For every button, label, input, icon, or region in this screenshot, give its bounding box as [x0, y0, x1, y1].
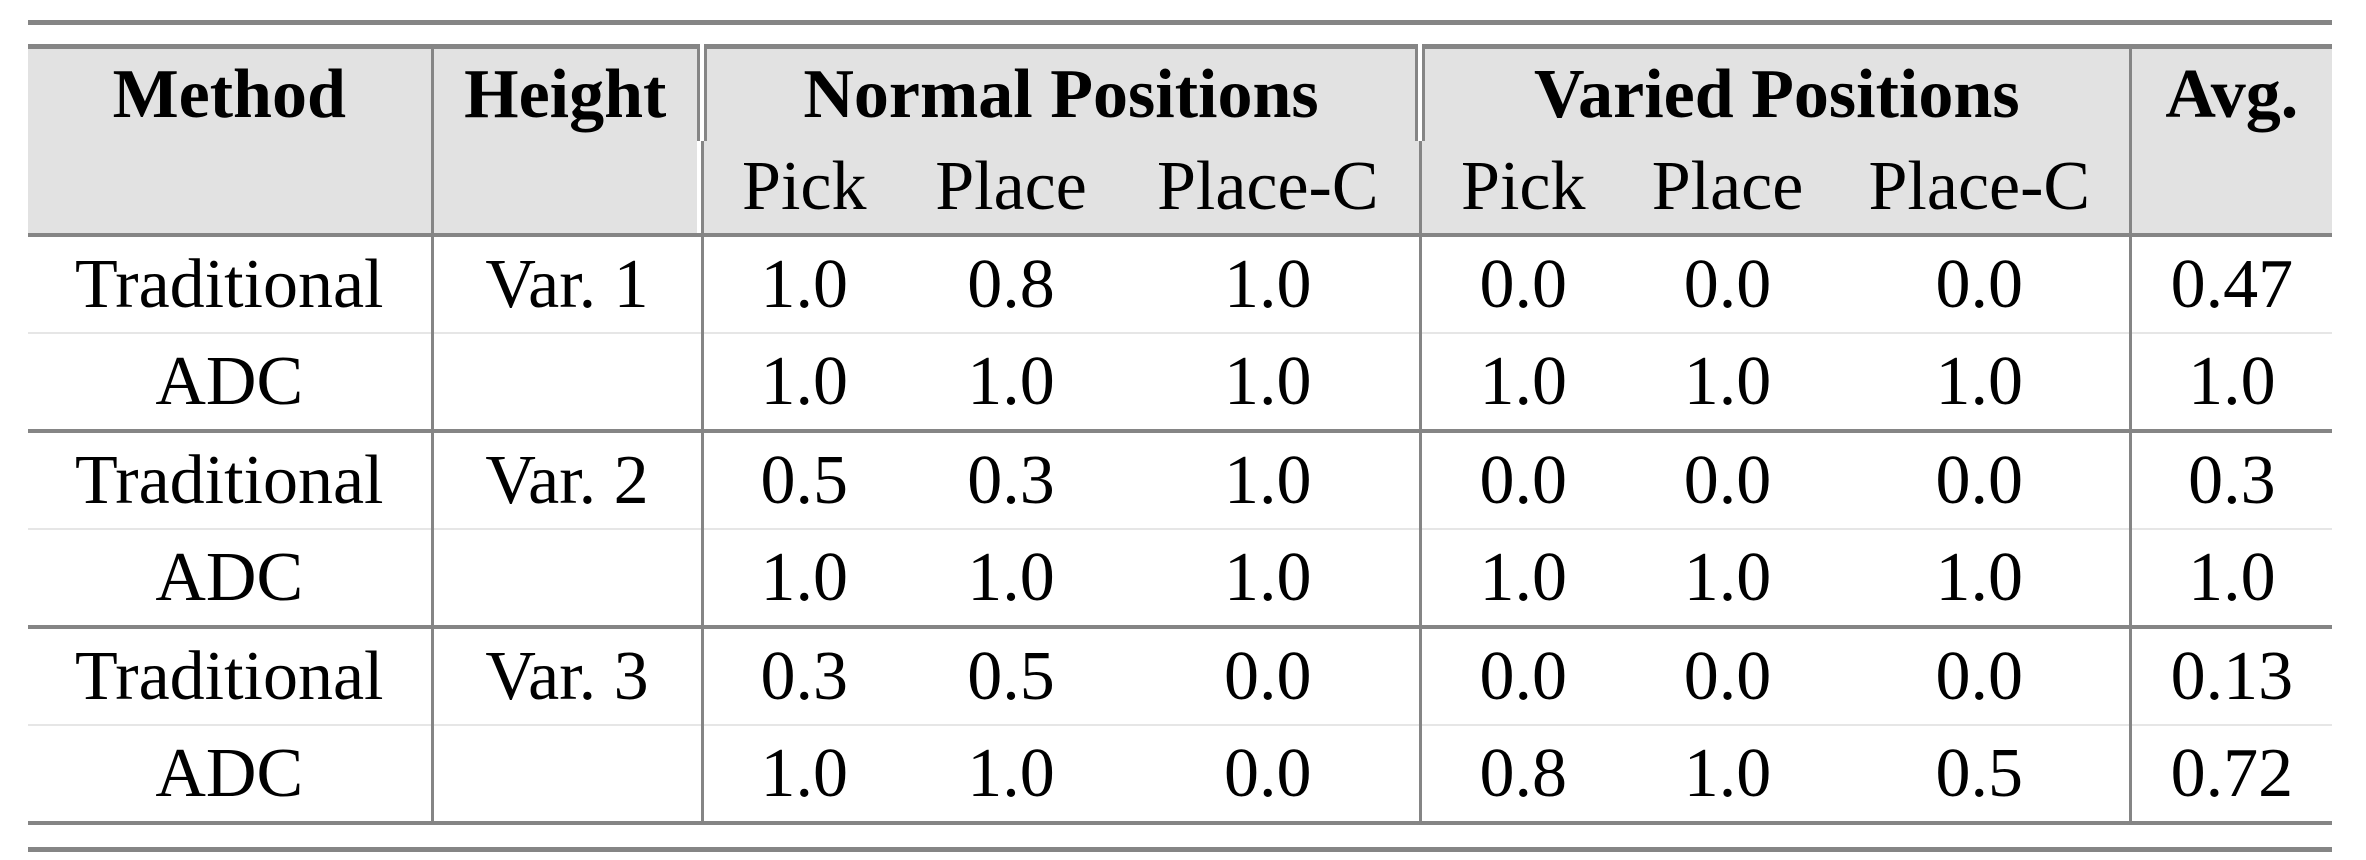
- method-cell: ADC: [28, 332, 432, 431]
- height-cell: [430, 724, 702, 823]
- value-cell: 1.0: [1418, 332, 1626, 431]
- method-cell: Traditional: [28, 429, 432, 529]
- avg-cell: 0.47: [2128, 233, 2333, 333]
- table-row: ADC 1.0 1.0 0.0 0.8 1.0 0.5 0.72: [28, 724, 2333, 823]
- results-table: Method Height Normal Positions Varied Po…: [28, 44, 2333, 825]
- value-cell: 1.0: [700, 528, 905, 627]
- table-row: Traditional Var. 3 0.3 0.5 0.0 0.0 0.0 0…: [28, 625, 2333, 725]
- value-cell: 0.0: [1418, 233, 1626, 333]
- value-cell: 0.8: [1418, 724, 1626, 823]
- bottom-rule-gap: [28, 825, 2332, 847]
- method-cell: Traditional: [28, 625, 432, 725]
- avg-cell: 0.13: [2128, 625, 2333, 725]
- height-cell: [430, 528, 702, 627]
- header-varied-positions: Varied Positions: [1415, 46, 2131, 141]
- value-cell: 0.5: [1830, 724, 2131, 823]
- top-outer-rule: [28, 20, 2332, 25]
- header-normal-place-c: Place-C: [1117, 141, 1421, 237]
- height-cell: Var. 3: [430, 625, 702, 725]
- value-cell: 1.0: [905, 332, 1117, 431]
- value-cell: 1.0: [700, 233, 905, 333]
- value-cell: 0.0: [1625, 429, 1831, 529]
- table-header: Method Height Normal Positions Varied Po…: [28, 46, 2333, 237]
- value-cell: 1.0: [905, 724, 1117, 823]
- value-cell: 1.0: [1625, 528, 1831, 627]
- table-row: ADC 1.0 1.0 1.0 1.0 1.0 1.0 1.0: [28, 332, 2333, 431]
- avg-cell: 1.0: [2128, 332, 2333, 431]
- height-cell: Var. 1: [430, 233, 702, 333]
- value-cell: 0.0: [1418, 429, 1626, 529]
- value-cell: 1.0: [905, 528, 1117, 627]
- method-cell: Traditional: [28, 233, 432, 333]
- header-varied-place-c: Place-C: [1830, 141, 2131, 237]
- value-cell: 0.0: [1625, 625, 1831, 725]
- value-cell: 0.3: [905, 429, 1117, 529]
- header-avg: Avg.: [2128, 46, 2333, 237]
- value-cell: 0.5: [700, 429, 905, 529]
- value-cell: 1.0: [1625, 724, 1831, 823]
- header-varied-place: Place: [1625, 141, 1831, 237]
- header-method: Method: [28, 46, 432, 237]
- value-cell: 1.0: [1117, 528, 1421, 627]
- table-body: Traditional Var. 1 1.0 0.8 1.0 0.0 0.0 0…: [28, 233, 2333, 823]
- value-cell: 1.0: [1117, 233, 1421, 333]
- height-cell: Var. 2: [430, 429, 702, 529]
- header-row-sub: Pick Place Place-C Pick Place Place-C: [28, 141, 2332, 237]
- value-cell: 1.0: [700, 724, 905, 823]
- value-cell: 0.0: [1418, 625, 1626, 725]
- value-cell: 0.5: [905, 625, 1117, 725]
- header-row-main: Method Height Normal Positions Varied Po…: [28, 46, 2333, 237]
- header-height: Height: [430, 46, 702, 237]
- top-rule-gap: [28, 25, 2332, 44]
- height-cell: [430, 332, 702, 431]
- bottom-outer-rule: [28, 847, 2332, 852]
- value-cell: 0.3: [700, 625, 905, 725]
- avg-cell: 0.3: [2128, 429, 2333, 529]
- value-cell: 0.0: [1830, 233, 2131, 333]
- header-normal-positions: Normal Positions: [696, 46, 1421, 141]
- value-cell: 1.0: [1418, 528, 1626, 627]
- value-cell: 1.0: [1830, 528, 2131, 627]
- avg-cell: 1.0: [2128, 528, 2333, 627]
- value-cell: 0.0: [1830, 625, 2131, 725]
- table-row: Traditional Var. 1 1.0 0.8 1.0 0.0 0.0 0…: [28, 233, 2333, 333]
- header-normal-pick: Pick: [700, 141, 905, 237]
- value-cell: 0.0: [1117, 724, 1421, 823]
- header-normal-place: Place: [905, 141, 1117, 237]
- value-cell: 0.0: [1117, 625, 1421, 725]
- value-cell: 0.0: [1830, 429, 2131, 529]
- value-cell: 0.0: [1625, 233, 1831, 333]
- value-cell: 1.0: [1830, 332, 2131, 431]
- value-cell: 1.0: [1117, 332, 1421, 431]
- value-cell: 0.8: [905, 233, 1117, 333]
- method-cell: ADC: [28, 724, 432, 823]
- paper-table-figure: Method Height Normal Positions Varied Po…: [28, 0, 2333, 852]
- method-cell: ADC: [28, 528, 432, 627]
- table-row: ADC 1.0 1.0 1.0 1.0 1.0 1.0 1.0: [28, 528, 2333, 627]
- value-cell: 1.0: [1117, 429, 1421, 529]
- avg-cell: 0.72: [2128, 724, 2333, 823]
- value-cell: 1.0: [1625, 332, 1831, 431]
- table-row: Traditional Var. 2 0.5 0.3 1.0 0.0 0.0 0…: [28, 429, 2333, 529]
- header-varied-pick: Pick: [1418, 141, 1626, 237]
- value-cell: 1.0: [700, 332, 905, 431]
